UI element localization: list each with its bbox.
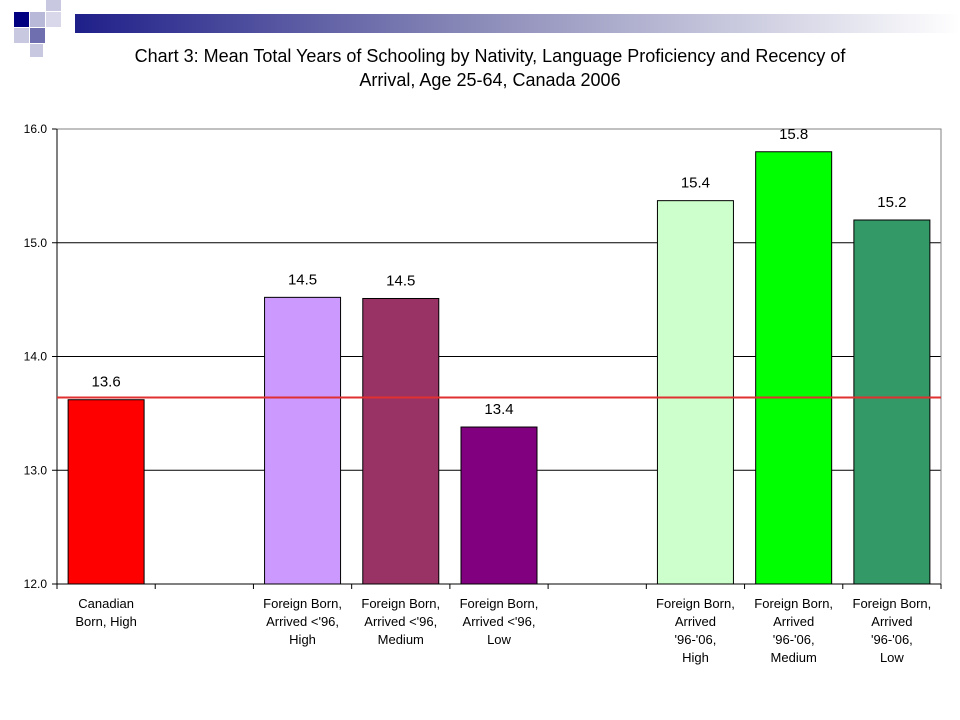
y-tick-label: 15.0 <box>24 236 48 250</box>
x-tick-label: Foreign Born, <box>263 596 342 611</box>
x-tick-label: Arrived <box>871 614 912 629</box>
y-tick-label: 12.0 <box>24 577 48 591</box>
data-label: 15.2 <box>877 194 906 211</box>
data-label: 15.8 <box>779 126 808 143</box>
data-label: 13.6 <box>92 374 121 391</box>
x-tick-label: Medium <box>771 650 817 665</box>
x-tick-label: Arrived <'96, <box>266 614 339 629</box>
x-tick-label: Medium <box>378 632 424 647</box>
bar <box>67 399 145 585</box>
bar <box>656 200 734 585</box>
data-label: 13.4 <box>484 401 513 418</box>
banner-square <box>46 0 61 11</box>
x-tick-label: '96-'06, <box>773 632 815 647</box>
chart-title: Chart 3: Mean Total Years of Schooling b… <box>90 44 890 92</box>
bar <box>755 151 833 585</box>
banner-bar <box>75 14 960 33</box>
y-tick-label: 13.0 <box>24 463 48 477</box>
banner-square <box>14 28 29 43</box>
chart-title-line-1: Chart 3: Mean Total Years of Schooling b… <box>134 46 846 66</box>
x-tick-label: Arrived <box>675 614 716 629</box>
x-tick-label: Foreign Born, <box>853 596 932 611</box>
slide-banner <box>14 0 960 57</box>
banner-square <box>30 12 45 27</box>
banner-square <box>30 28 45 43</box>
x-tick-label: Canadian <box>78 596 134 611</box>
x-tick-label: Arrived <box>773 614 814 629</box>
x-tick-label: Arrived <'96, <box>463 614 536 629</box>
x-tick-label: Low <box>880 650 904 665</box>
x-tick-label: High <box>682 650 709 665</box>
x-tick-label: Low <box>487 632 511 647</box>
x-tick-label: High <box>289 632 316 647</box>
bar <box>362 297 440 585</box>
x-tick-label: Born, High <box>75 614 136 629</box>
data-label: 14.5 <box>288 271 317 288</box>
y-tick-label: 14.0 <box>24 350 48 364</box>
x-tick-label: Arrived <'96, <box>364 614 437 629</box>
x-tick-label: Foreign Born, <box>754 596 833 611</box>
banner-square <box>46 12 61 27</box>
bar <box>853 219 931 585</box>
x-tick-label: Foreign Born, <box>656 596 735 611</box>
y-tick-label: 16.0 <box>24 122 48 136</box>
x-tick-label: Foreign Born, <box>361 596 440 611</box>
data-label: 15.4 <box>681 175 710 192</box>
bar <box>460 426 538 585</box>
bar <box>264 296 342 585</box>
x-tick-label: '96-'06, <box>871 632 913 647</box>
data-label: 14.5 <box>386 272 415 289</box>
x-tick-label: Foreign Born, <box>460 596 539 611</box>
chart-title-line-2: Arrival, Age 25-64, Canada 2006 <box>359 70 621 90</box>
x-tick-label: '96-'06, <box>675 632 717 647</box>
banner-square <box>30 44 43 57</box>
banner-square <box>14 12 29 27</box>
